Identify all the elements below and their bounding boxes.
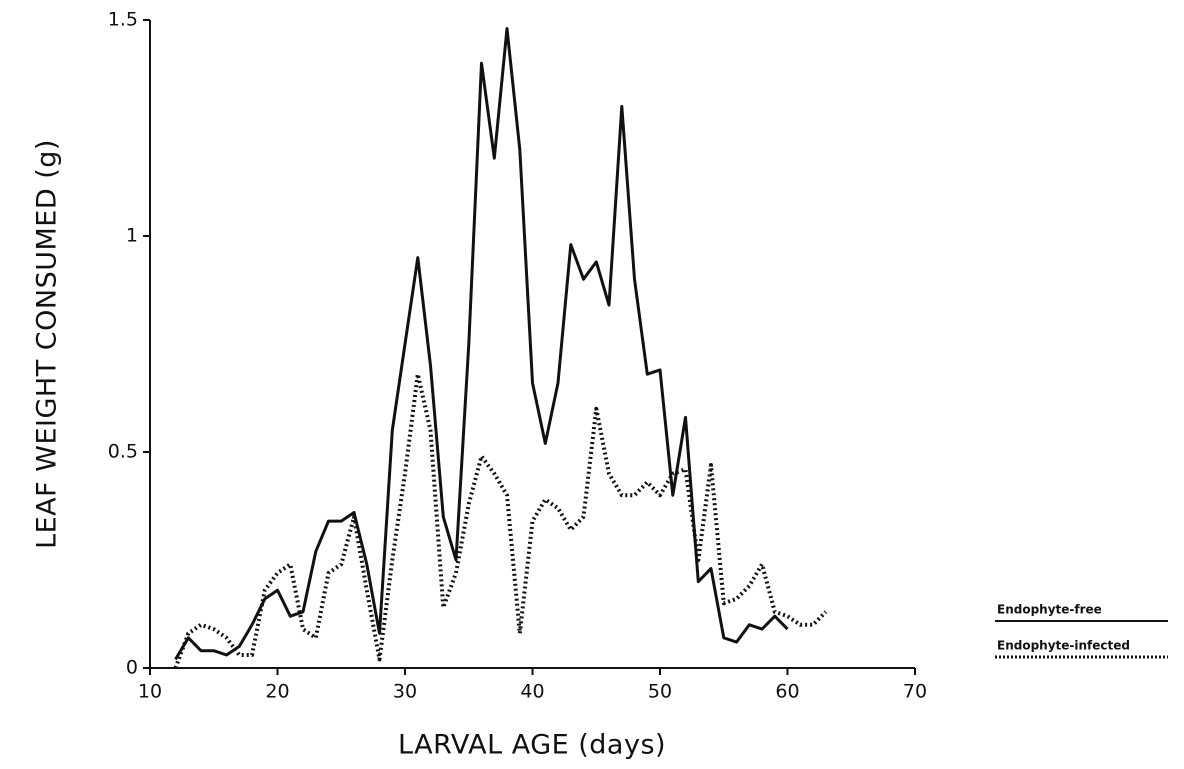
y-tick-label: 0.5 — [108, 441, 138, 463]
x-tick-label: 70 — [903, 681, 927, 703]
legend-label: Endophyte-free — [997, 603, 1102, 617]
legend-label: Endophyte-infected — [997, 639, 1130, 653]
x-tick-label: 30 — [393, 681, 417, 703]
y-tick-label: 0 — [126, 657, 138, 679]
y-axis-title: LEAF WEIGHT CONSUMED (g) — [32, 139, 63, 549]
data-line — [173, 372, 828, 669]
x-tick-label: 40 — [520, 681, 544, 703]
x-tick-label: 10 — [138, 681, 162, 703]
data-line — [174, 27, 789, 661]
x-axis-title: LARVAL AGE (days) — [398, 730, 666, 761]
y-tick-label: 1.5 — [108, 9, 138, 31]
x-tick-label: 20 — [265, 681, 289, 703]
y-tick-label: 1 — [126, 225, 138, 247]
x-tick-label: 60 — [775, 681, 799, 703]
x-tick-label: 50 — [648, 681, 672, 703]
